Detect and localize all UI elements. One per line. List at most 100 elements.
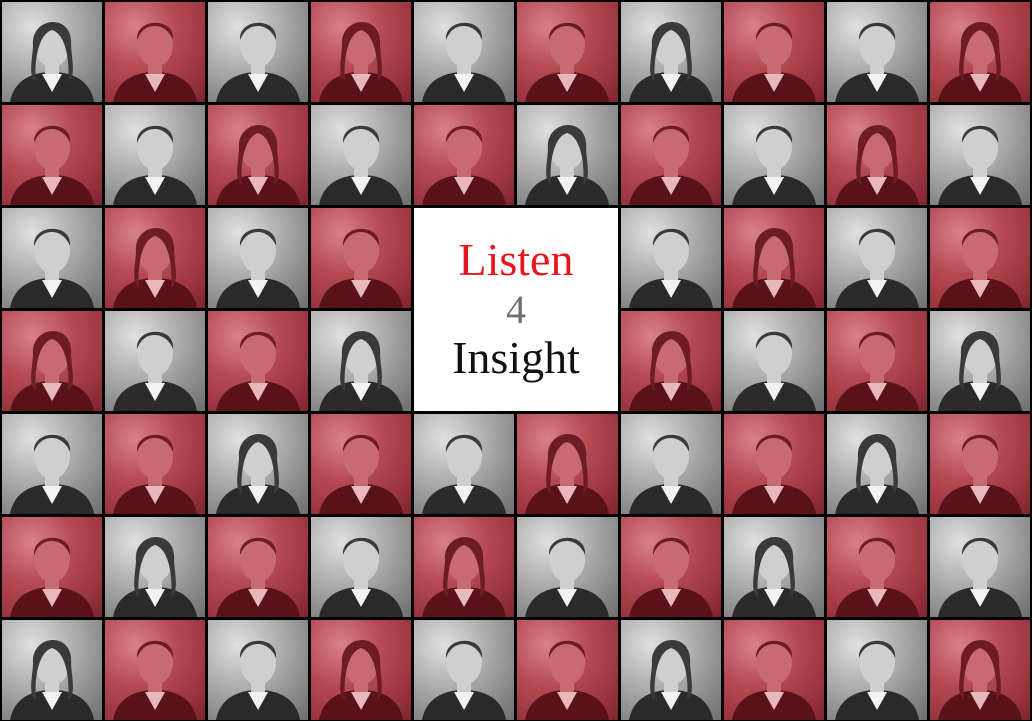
portrait-tile bbox=[208, 620, 309, 720]
portrait-tile bbox=[311, 311, 412, 411]
person-silhouette bbox=[731, 639, 816, 720]
portrait-tile bbox=[105, 2, 206, 102]
person-silhouette bbox=[834, 227, 919, 308]
portrait-tile bbox=[929, 517, 1030, 617]
portrait-tile bbox=[517, 414, 618, 514]
person-silhouette bbox=[731, 227, 816, 308]
portrait-tile bbox=[723, 311, 824, 411]
portrait-tile bbox=[826, 620, 927, 720]
title-panel: Listen 4 Insight bbox=[414, 208, 618, 411]
person-silhouette bbox=[113, 536, 198, 617]
portrait-tile bbox=[517, 105, 618, 205]
portrait-tile bbox=[2, 414, 103, 514]
portrait-tile bbox=[311, 414, 412, 514]
portrait-tile bbox=[929, 620, 1030, 720]
portrait-tile bbox=[929, 105, 1030, 205]
portrait-tile bbox=[414, 414, 515, 514]
person-silhouette bbox=[937, 124, 1022, 205]
person-silhouette bbox=[113, 227, 198, 308]
portrait-tile bbox=[311, 2, 412, 102]
portrait-tile bbox=[723, 208, 824, 308]
person-silhouette bbox=[319, 227, 404, 308]
portrait-tile bbox=[929, 208, 1030, 308]
portrait-tile bbox=[620, 105, 721, 205]
person-silhouette bbox=[216, 124, 301, 205]
person-silhouette bbox=[628, 227, 713, 308]
portrait-tile bbox=[826, 208, 927, 308]
portrait-tile bbox=[208, 2, 309, 102]
portrait-tile bbox=[105, 414, 206, 514]
title-insight: Insight bbox=[452, 331, 580, 383]
portrait-tile bbox=[723, 517, 824, 617]
person-silhouette bbox=[216, 536, 301, 617]
person-silhouette bbox=[937, 433, 1022, 514]
person-silhouette bbox=[113, 330, 198, 411]
person-silhouette bbox=[319, 124, 404, 205]
person-silhouette bbox=[422, 21, 507, 102]
person-silhouette bbox=[834, 536, 919, 617]
portrait-tile bbox=[620, 620, 721, 720]
title-number: 4 bbox=[505, 287, 526, 333]
portrait-tile bbox=[2, 620, 103, 720]
portrait-tile bbox=[2, 105, 103, 205]
person-silhouette bbox=[628, 21, 713, 102]
person-silhouette bbox=[525, 536, 610, 617]
person-silhouette bbox=[731, 330, 816, 411]
portrait-tile bbox=[414, 517, 515, 617]
portrait-tile bbox=[414, 620, 515, 720]
portrait-tile bbox=[826, 414, 927, 514]
portrait-tile bbox=[620, 414, 721, 514]
person-silhouette bbox=[525, 433, 610, 514]
portrait-tile bbox=[723, 620, 824, 720]
portrait-tile bbox=[723, 105, 824, 205]
person-silhouette bbox=[731, 124, 816, 205]
portrait-tile bbox=[517, 2, 618, 102]
portrait-tile bbox=[929, 311, 1030, 411]
portrait-tile bbox=[517, 517, 618, 617]
person-silhouette bbox=[628, 639, 713, 720]
portrait-tile bbox=[517, 620, 618, 720]
portrait-tile bbox=[826, 2, 927, 102]
person-silhouette bbox=[525, 124, 610, 205]
portrait-tile bbox=[105, 311, 206, 411]
portrait-tile bbox=[929, 414, 1030, 514]
portrait-tile bbox=[311, 620, 412, 720]
person-silhouette bbox=[937, 536, 1022, 617]
person-silhouette bbox=[628, 536, 713, 617]
portrait-tile bbox=[620, 208, 721, 308]
person-silhouette bbox=[10, 21, 95, 102]
portrait-tile bbox=[826, 517, 927, 617]
portrait-tile bbox=[826, 105, 927, 205]
person-silhouette bbox=[628, 330, 713, 411]
person-silhouette bbox=[731, 536, 816, 617]
portrait-tile bbox=[2, 517, 103, 617]
person-silhouette bbox=[319, 536, 404, 617]
person-silhouette bbox=[319, 639, 404, 720]
portrait-tile bbox=[723, 414, 824, 514]
person-silhouette bbox=[422, 639, 507, 720]
person-silhouette bbox=[216, 433, 301, 514]
person-silhouette bbox=[937, 330, 1022, 411]
person-silhouette bbox=[834, 124, 919, 205]
person-silhouette bbox=[10, 536, 95, 617]
portrait-tile bbox=[620, 517, 721, 617]
person-silhouette bbox=[216, 639, 301, 720]
portrait-tile bbox=[929, 2, 1030, 102]
person-silhouette bbox=[731, 21, 816, 102]
title-listen: Listen bbox=[458, 234, 574, 286]
portrait-tile bbox=[311, 208, 412, 308]
person-silhouette bbox=[10, 124, 95, 205]
portrait-tile bbox=[414, 105, 515, 205]
person-silhouette bbox=[628, 433, 713, 514]
person-silhouette bbox=[937, 21, 1022, 102]
person-silhouette bbox=[10, 639, 95, 720]
person-silhouette bbox=[113, 21, 198, 102]
portrait-tile bbox=[105, 105, 206, 205]
person-silhouette bbox=[422, 124, 507, 205]
person-silhouette bbox=[113, 433, 198, 514]
portrait-tile bbox=[105, 517, 206, 617]
person-silhouette bbox=[216, 227, 301, 308]
portrait-tile bbox=[414, 2, 515, 102]
person-silhouette bbox=[10, 227, 95, 308]
